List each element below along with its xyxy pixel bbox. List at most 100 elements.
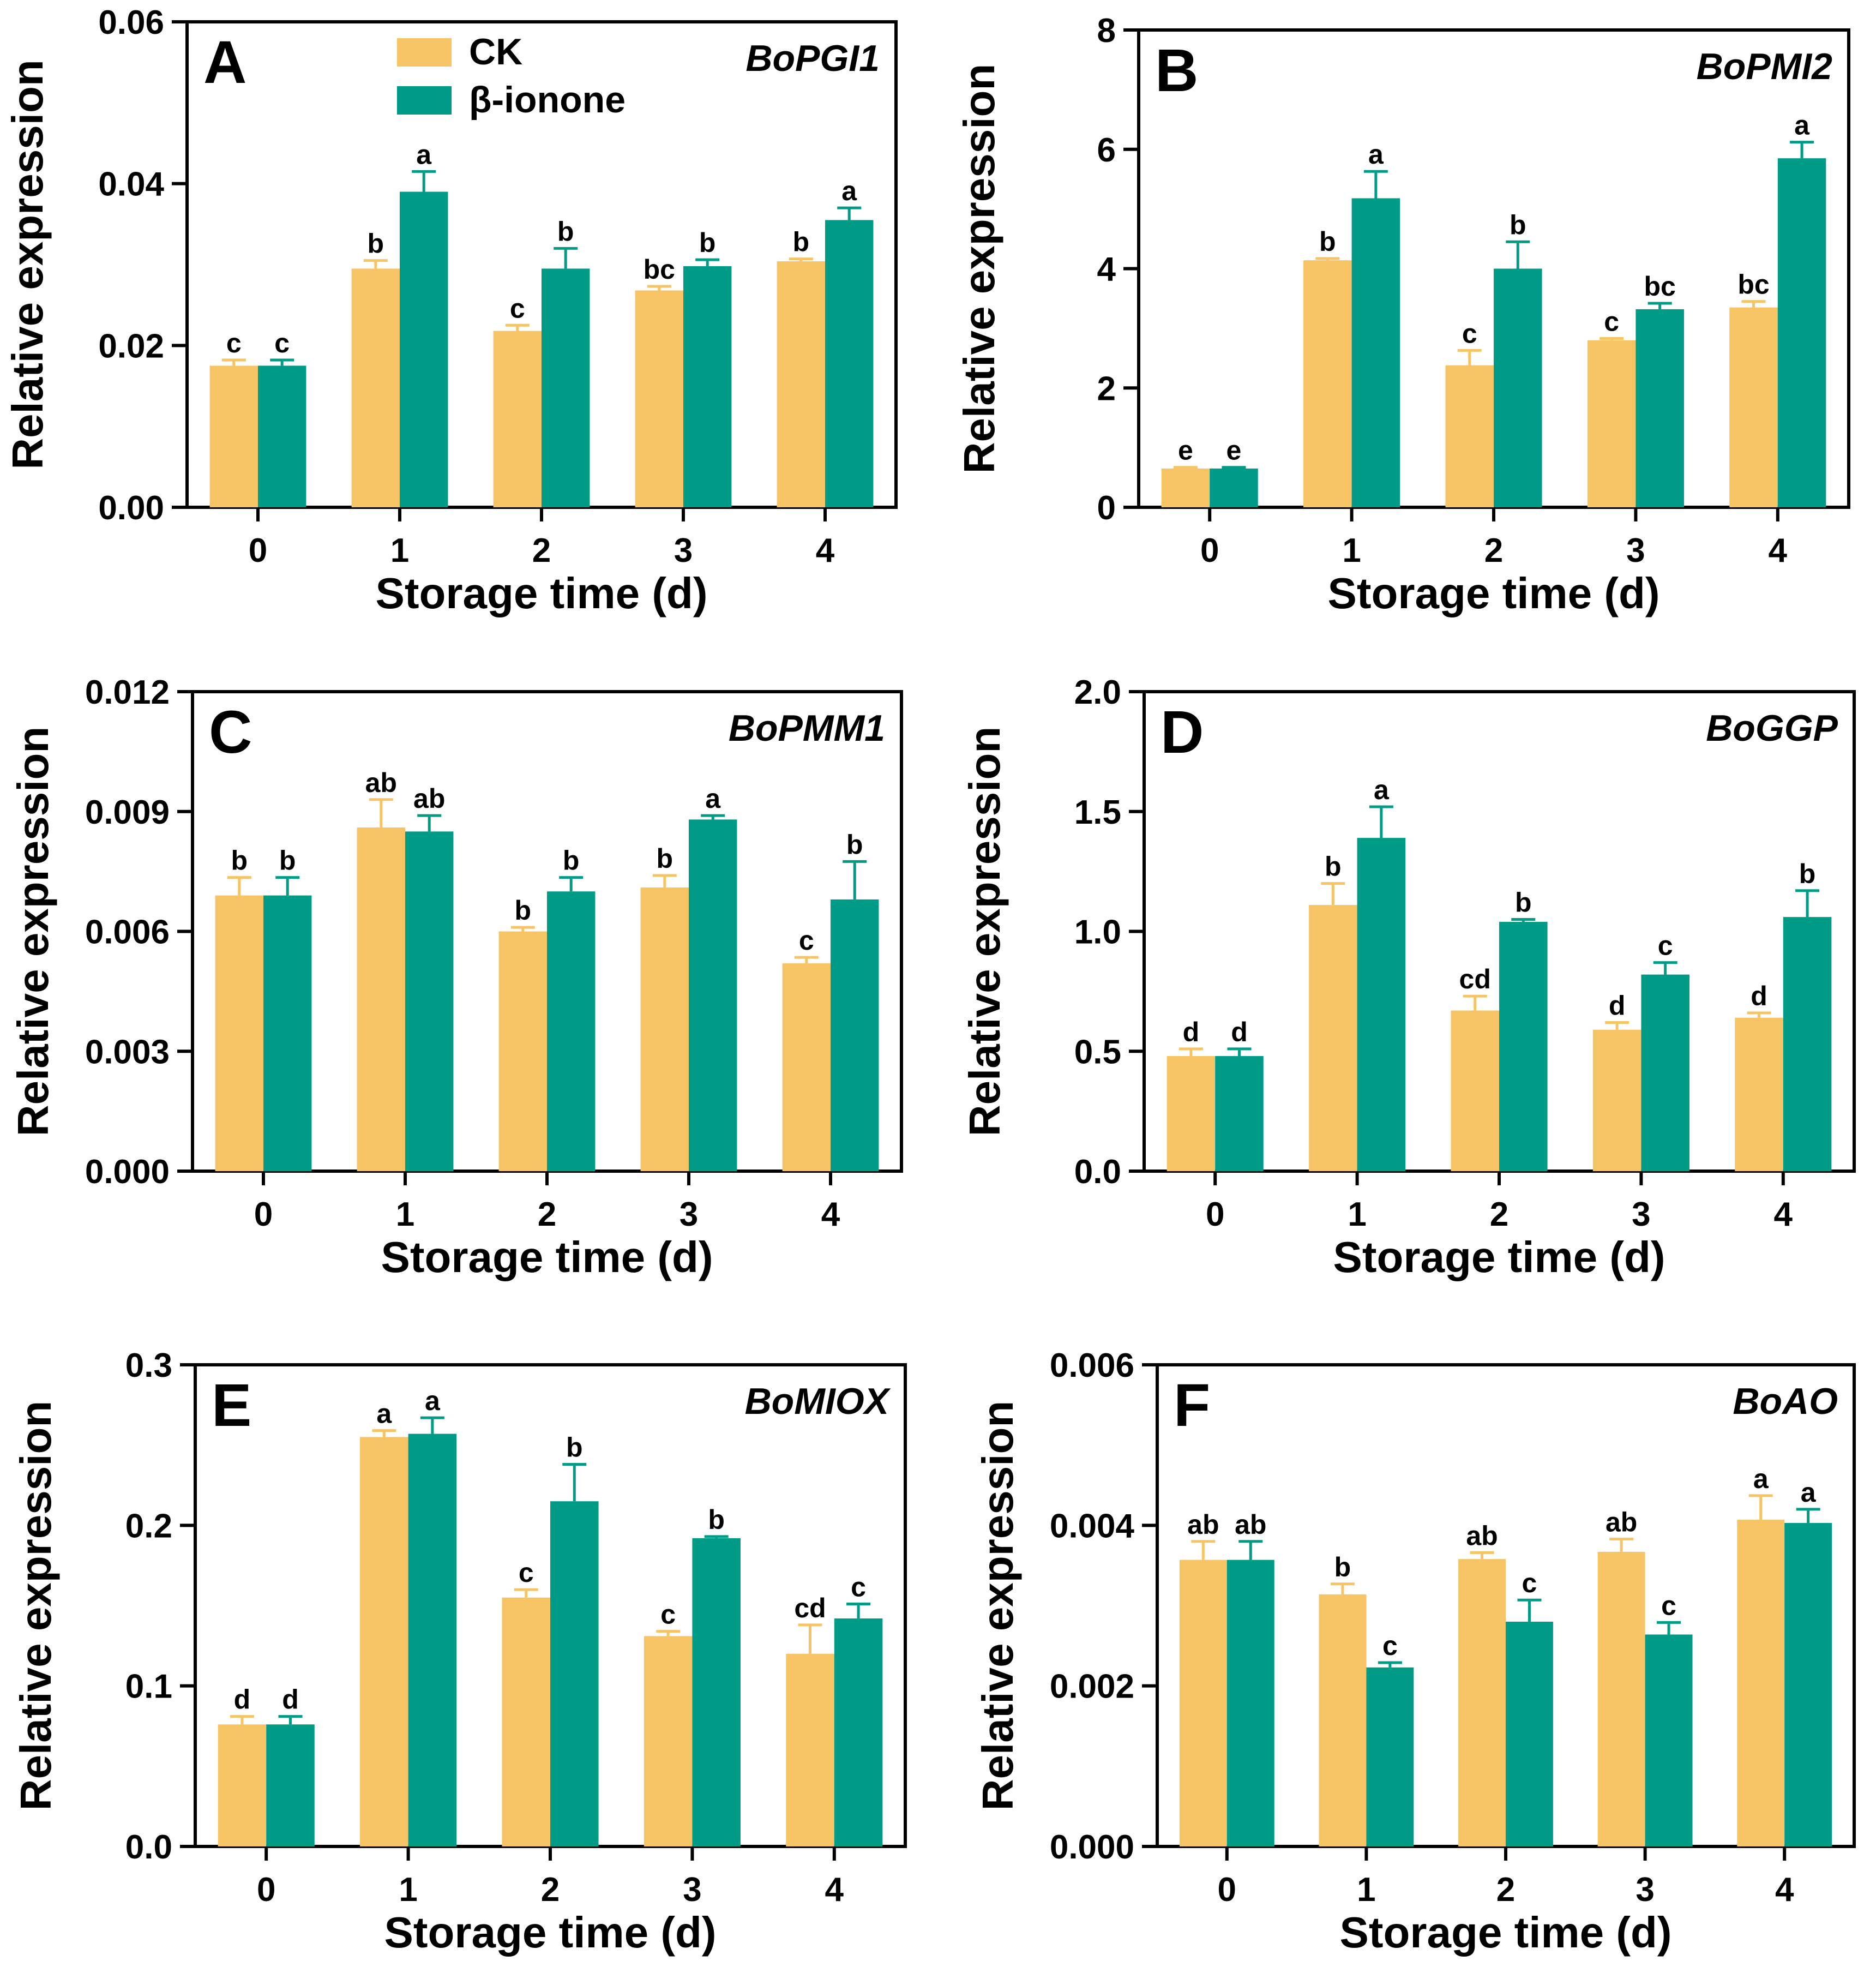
- legend-swatch-0: [397, 38, 452, 67]
- x-tick-label: 4: [1775, 1871, 1794, 1909]
- significance-letter: c: [226, 328, 242, 358]
- significance-letter: a: [1753, 1464, 1769, 1494]
- x-tick-label: 3: [680, 1196, 698, 1233]
- significance-letter: c: [274, 328, 290, 358]
- y-tick-label: 0.003: [85, 1033, 170, 1071]
- legend-label-0: CK: [469, 31, 522, 73]
- significance-letter: d: [1231, 1017, 1248, 1047]
- panel-letter: F: [1174, 1372, 1210, 1439]
- bar: [263, 895, 312, 1171]
- significance-letter: a: [1374, 775, 1390, 805]
- significance-letter: b: [279, 845, 296, 876]
- significance-letter: a: [416, 139, 432, 170]
- significance-letter: cd: [794, 1593, 826, 1623]
- significance-letter: e: [1178, 435, 1193, 466]
- bar: [498, 931, 547, 1171]
- bar: [547, 891, 596, 1171]
- x-tick-label: 0: [249, 532, 267, 569]
- y-tick-label: 6: [1097, 131, 1116, 169]
- significance-letter: d: [234, 1684, 251, 1715]
- y-tick-label: 2: [1097, 370, 1116, 407]
- significance-letter: b: [1799, 859, 1816, 889]
- legend: CK β-ionone: [397, 31, 626, 121]
- y-tick-label: 1.5: [1074, 794, 1121, 831]
- bar: [1777, 158, 1826, 507]
- bar: [550, 1501, 599, 1846]
- bar: [1366, 1667, 1414, 1846]
- bar: [493, 331, 542, 507]
- significance-letter: a: [1368, 139, 1384, 170]
- bar: [215, 895, 263, 1171]
- y-tick-label: 0.012: [85, 674, 170, 711]
- significance-letter: c: [1382, 1630, 1398, 1661]
- significance-letter: d: [1609, 991, 1626, 1021]
- y-tick-label: 0.2: [125, 1507, 172, 1545]
- panel-letter: B: [1155, 37, 1198, 104]
- significance-letter: a: [705, 783, 721, 814]
- y-tick-label: 0.1: [125, 1668, 172, 1706]
- significance-letter: b: [1515, 887, 1532, 918]
- bar: [266, 1724, 315, 1846]
- significance-letter: c: [660, 1599, 676, 1630]
- bar: [782, 963, 831, 1171]
- significance-letter: b: [563, 845, 580, 876]
- significance-letter: c: [1522, 1568, 1537, 1598]
- x-tick-label: 1: [390, 532, 409, 569]
- y-axis-title: Relative expression: [960, 727, 1009, 1136]
- panel-letter: D: [1161, 699, 1204, 766]
- x-tick-label: 0: [1200, 532, 1219, 569]
- y-tick-label: 0.04: [98, 166, 164, 203]
- bar: [1167, 1056, 1216, 1171]
- significance-letter: a: [425, 1386, 441, 1416]
- x-tick-label: 2: [1484, 532, 1503, 569]
- y-axis-title: Relative expression: [3, 59, 52, 469]
- bar: [1641, 974, 1689, 1171]
- significance-letter: bc: [644, 254, 675, 285]
- significance-letter: c: [510, 293, 525, 323]
- x-tick-label: 0: [1218, 1871, 1236, 1909]
- bar: [1303, 260, 1352, 507]
- significance-letter: c: [1604, 306, 1619, 337]
- bar: [825, 220, 874, 508]
- bar: [542, 268, 590, 507]
- y-tick-label: 0.00: [98, 489, 164, 527]
- bar: [834, 1618, 883, 1846]
- y-tick-label: 0.3: [125, 1347, 172, 1384]
- bar: [786, 1653, 834, 1846]
- significance-letter: cd: [1459, 964, 1491, 994]
- x-tick-label: 0: [257, 1871, 275, 1909]
- bar: [831, 899, 879, 1171]
- gene-name: BoPMM1: [729, 707, 885, 749]
- y-tick-label: 0.02: [98, 327, 164, 365]
- significance-letter: b: [515, 895, 532, 926]
- legend-swatch-1: [397, 86, 452, 115]
- significance-letter: b: [1334, 1552, 1351, 1582]
- bar: [408, 1434, 457, 1846]
- bar: [635, 290, 683, 507]
- bar: [1499, 921, 1548, 1171]
- bar: [1636, 309, 1684, 507]
- bar: [1645, 1634, 1693, 1846]
- significance-letter: d: [1183, 1017, 1200, 1047]
- significance-letter: c: [1462, 318, 1477, 349]
- x-tick-label: 2: [541, 1871, 560, 1909]
- x-tick-label: 1: [399, 1871, 417, 1909]
- significance-letter: b: [699, 227, 716, 258]
- x-tick-label: 1: [1342, 532, 1361, 569]
- bar: [1458, 1559, 1506, 1846]
- x-tick-label: 2: [1496, 1871, 1515, 1909]
- y-tick-label: 0.06: [98, 4, 164, 41]
- y-tick-label: 0.000: [85, 1153, 170, 1191]
- significance-letter: c: [1661, 1590, 1676, 1621]
- y-tick-label: 4: [1097, 251, 1116, 289]
- significance-letter: b: [1510, 209, 1526, 240]
- y-tick-label: 8: [1097, 12, 1116, 50]
- y-tick-label: 0: [1097, 489, 1116, 527]
- significance-letter: ab: [413, 783, 445, 814]
- significance-letter: a: [1801, 1477, 1817, 1508]
- x-tick-label: 3: [674, 532, 693, 569]
- legend-label-1: β-ionone: [469, 79, 626, 121]
- bar: [1309, 905, 1357, 1171]
- bar: [351, 268, 400, 507]
